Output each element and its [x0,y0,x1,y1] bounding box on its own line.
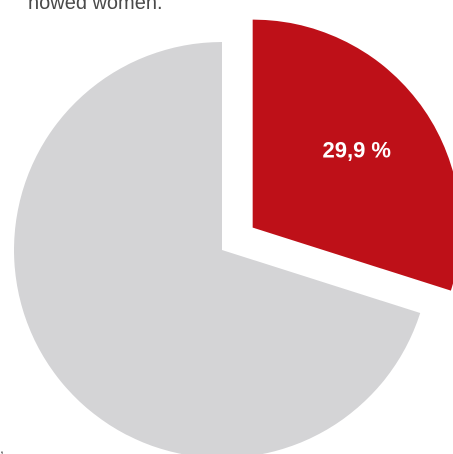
cut-caption-text: nowed women. [28,0,163,14]
pie-slice-0 [252,19,453,291]
pie-slice-label-0: 29,9 % [323,137,392,162]
cut-footnote-mark: , [0,440,4,454]
pie-slice-1 [14,42,421,454]
